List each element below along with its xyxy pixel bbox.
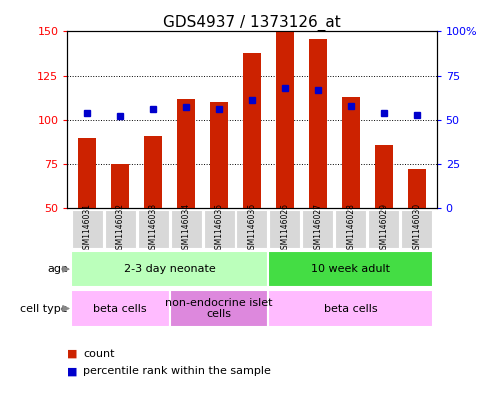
Bar xyxy=(78,138,96,208)
Text: beta cells: beta cells xyxy=(93,303,147,314)
Text: 2-3 day neonate: 2-3 day neonate xyxy=(124,264,216,274)
Bar xyxy=(210,102,228,208)
Text: GSM1146029: GSM1146029 xyxy=(379,204,388,254)
Bar xyxy=(243,53,261,208)
Bar xyxy=(276,31,294,208)
Text: cell type: cell type xyxy=(20,303,68,314)
FancyBboxPatch shape xyxy=(72,209,103,248)
Text: GSM1146030: GSM1146030 xyxy=(412,203,421,255)
Text: beta cells: beta cells xyxy=(324,303,378,314)
Text: GSM1146036: GSM1146036 xyxy=(248,203,256,255)
FancyBboxPatch shape xyxy=(302,209,333,248)
Text: GSM1146028: GSM1146028 xyxy=(346,204,355,254)
FancyBboxPatch shape xyxy=(368,209,399,248)
Bar xyxy=(309,39,327,208)
Text: non-endocrine islet
cells: non-endocrine islet cells xyxy=(165,298,273,319)
FancyBboxPatch shape xyxy=(170,290,268,327)
FancyBboxPatch shape xyxy=(71,251,268,287)
FancyBboxPatch shape xyxy=(237,209,267,248)
FancyBboxPatch shape xyxy=(71,290,170,327)
Text: GSM1146033: GSM1146033 xyxy=(149,203,158,255)
Text: GSM1146034: GSM1146034 xyxy=(182,203,191,255)
Bar xyxy=(144,136,162,208)
Bar xyxy=(111,164,129,208)
FancyBboxPatch shape xyxy=(335,209,366,248)
Text: GSM1146026: GSM1146026 xyxy=(280,204,289,254)
FancyBboxPatch shape xyxy=(204,209,235,248)
FancyBboxPatch shape xyxy=(105,209,136,248)
Text: GSM1146035: GSM1146035 xyxy=(215,203,224,255)
Text: ■: ■ xyxy=(67,349,78,359)
Bar xyxy=(342,97,360,208)
Text: GSM1146031: GSM1146031 xyxy=(83,204,92,254)
Text: percentile rank within the sample: percentile rank within the sample xyxy=(83,366,271,376)
FancyBboxPatch shape xyxy=(269,209,300,248)
Text: count: count xyxy=(83,349,115,359)
Bar xyxy=(408,169,426,208)
Text: 10 week adult: 10 week adult xyxy=(311,264,390,274)
Text: ■: ■ xyxy=(67,366,78,376)
Text: GSM1146032: GSM1146032 xyxy=(116,204,125,254)
Text: age: age xyxy=(47,264,68,274)
FancyBboxPatch shape xyxy=(268,290,433,327)
Text: GSM1146027: GSM1146027 xyxy=(313,204,322,254)
Bar xyxy=(375,145,393,208)
FancyBboxPatch shape xyxy=(171,209,202,248)
FancyBboxPatch shape xyxy=(138,209,169,248)
FancyBboxPatch shape xyxy=(401,209,432,248)
FancyBboxPatch shape xyxy=(268,251,433,287)
Title: GDS4937 / 1373126_at: GDS4937 / 1373126_at xyxy=(163,15,341,31)
Bar xyxy=(177,99,195,208)
